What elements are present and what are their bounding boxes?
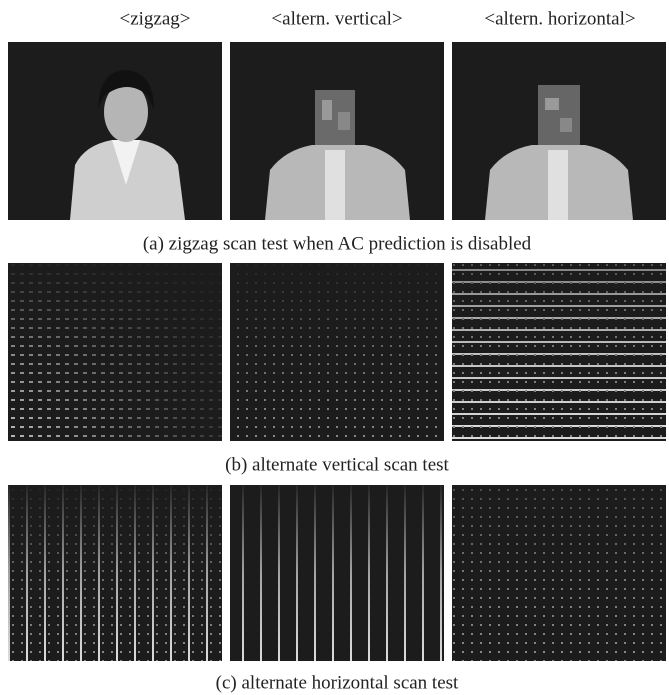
image-zigzag-b — [8, 263, 222, 441]
column-header: <altern. vertical> — [271, 8, 402, 29]
image-zigzag-c — [8, 485, 222, 661]
image-alt-vertical-b — [230, 263, 444, 441]
caption: (c) alternate horizontal scan test — [216, 672, 459, 693]
caption: (b) alternate vertical scan test — [225, 454, 449, 475]
column-header: <zigzag> — [119, 8, 190, 29]
column-header: <altern. horizontal> — [484, 8, 635, 29]
image-zigzag-a — [8, 42, 222, 220]
image-alt-horizontal-a — [452, 42, 666, 220]
figure: <zigzag> <altern. vertical> <altern. hor… — [0, 0, 669, 695]
image-alt-horizontal-c — [452, 485, 666, 661]
image-alt-vertical-c — [230, 485, 444, 661]
image-alt-vertical-a — [230, 42, 444, 220]
image-alt-horizontal-b — [452, 263, 666, 441]
caption: (a) zigzag scan test when AC prediction … — [143, 233, 532, 254]
